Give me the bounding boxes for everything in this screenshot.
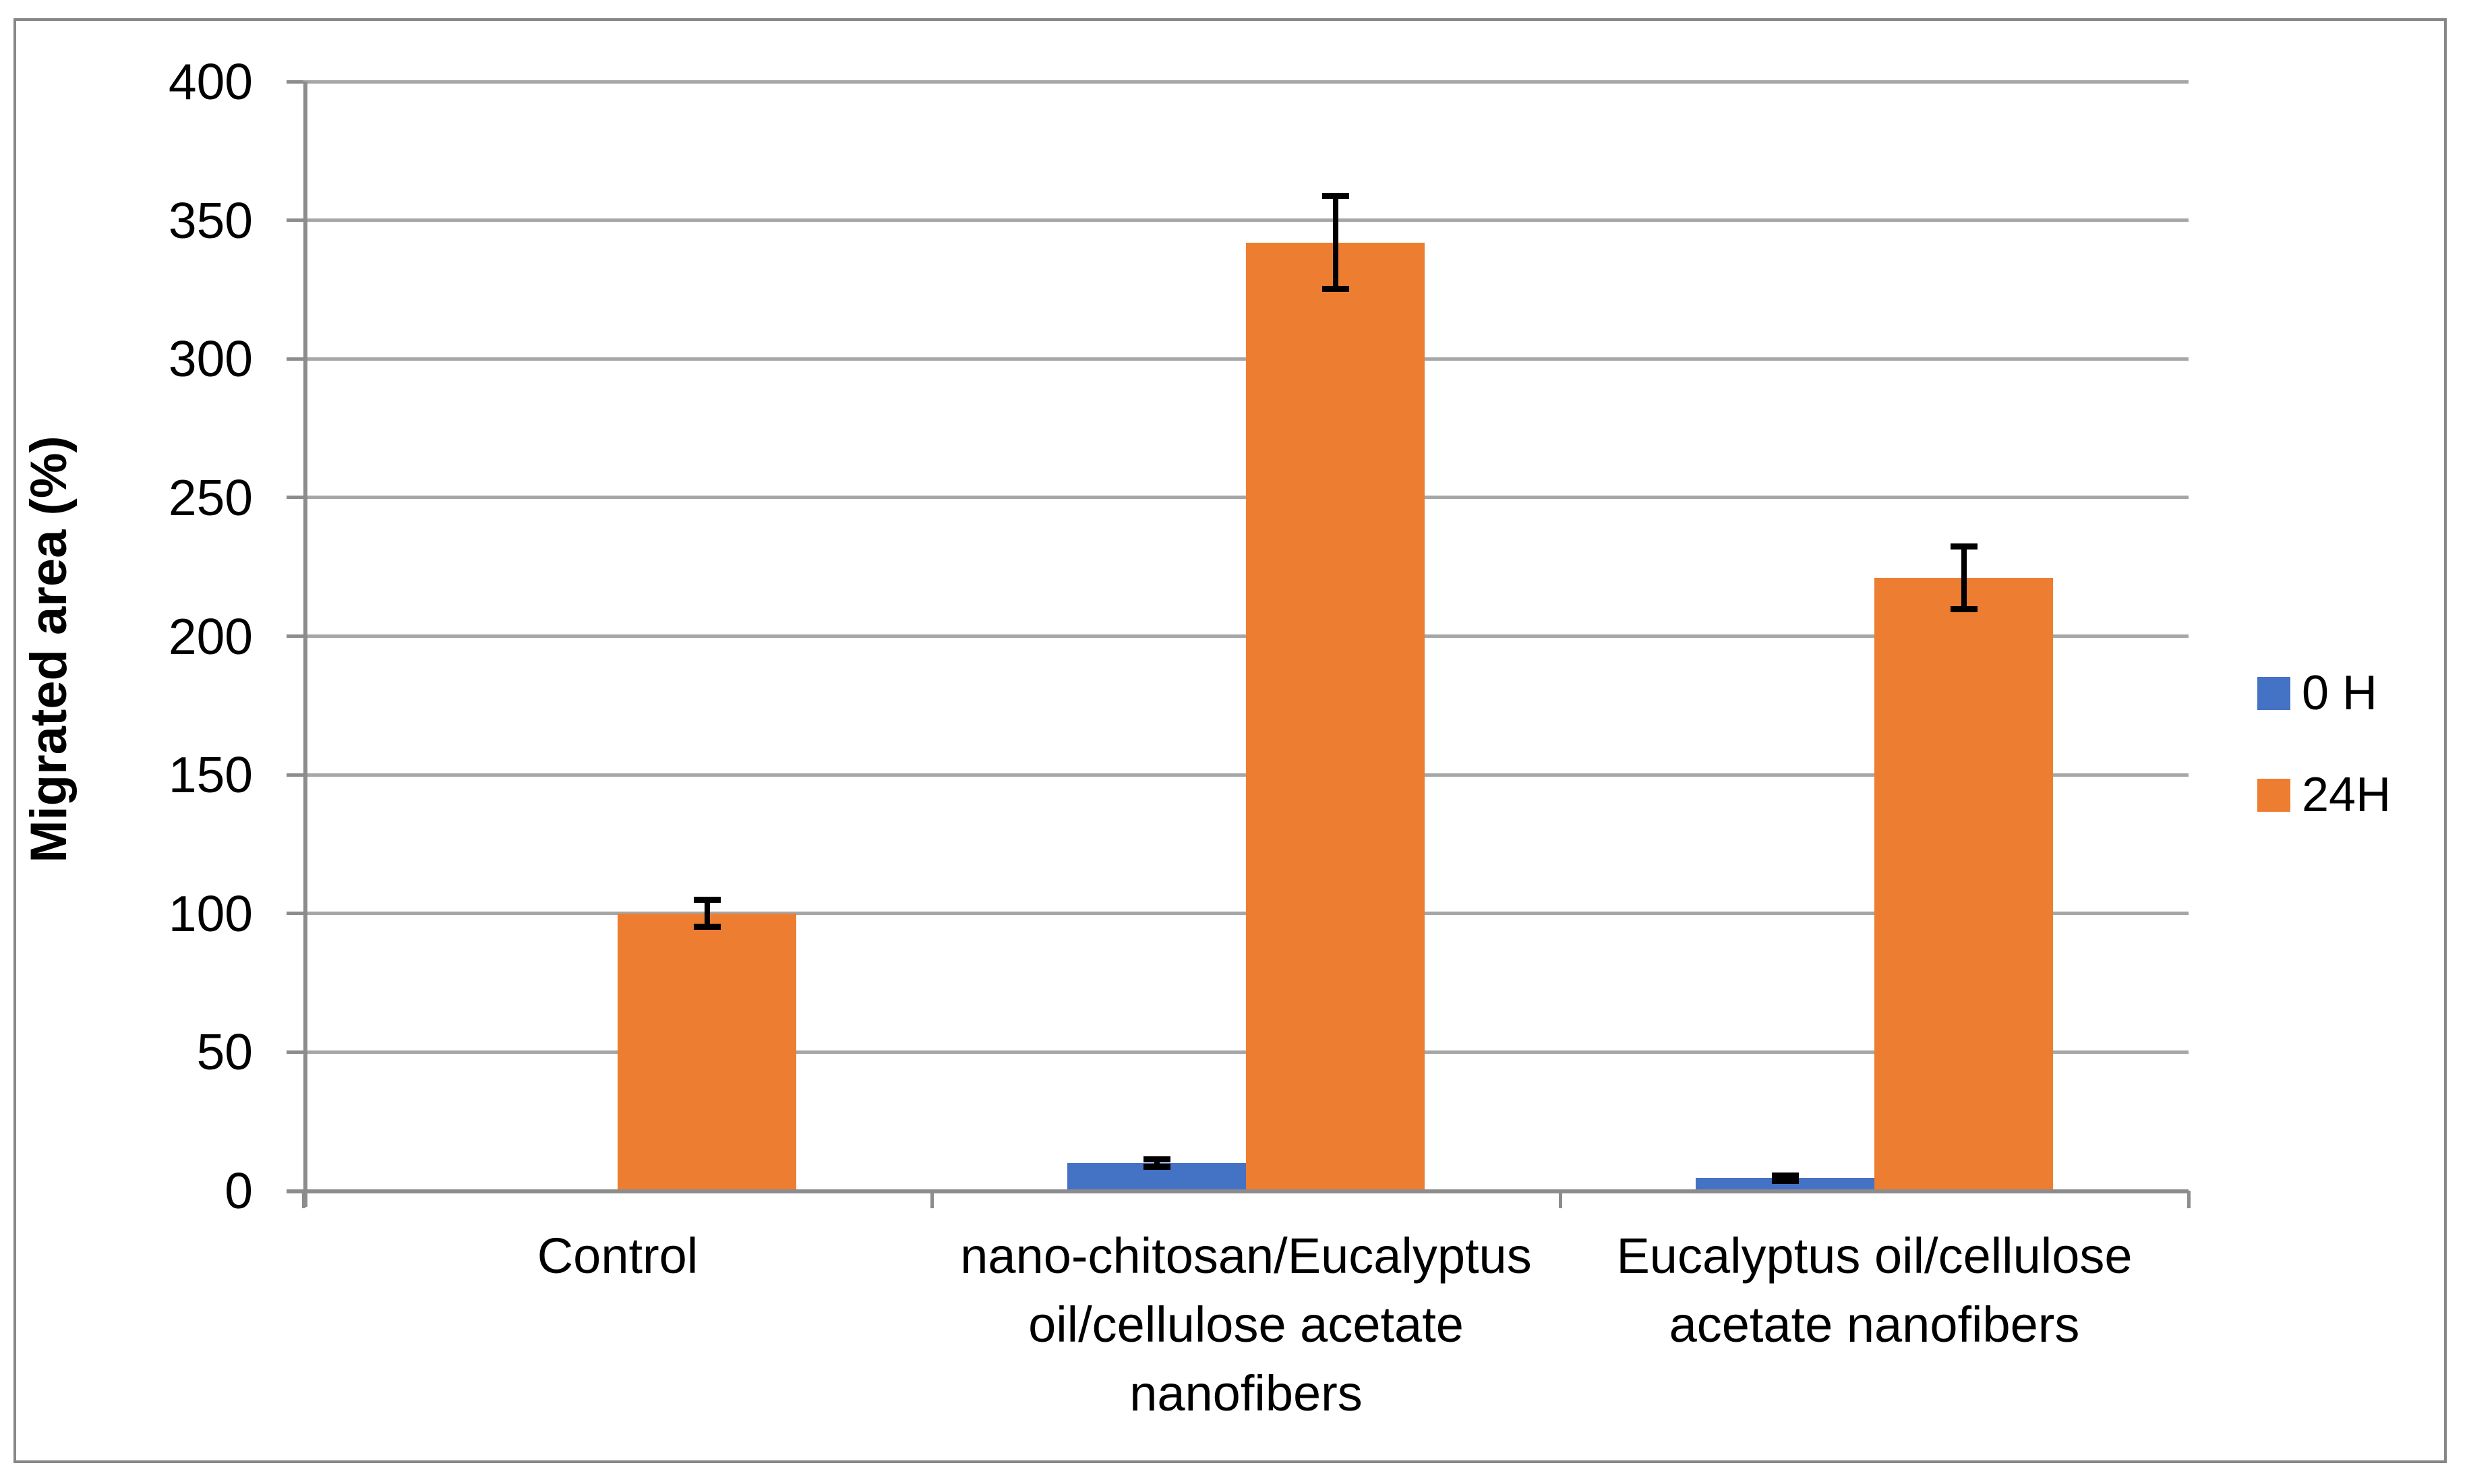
- y-axis-tick: [287, 773, 303, 777]
- error-bar: [1961, 545, 1967, 610]
- gridline-y-350: [303, 218, 2189, 222]
- y-axis-tick: [287, 1050, 303, 1054]
- chart-frame: [13, 18, 2447, 1463]
- y-axis-tick: [287, 357, 303, 361]
- error-bar-cap-top: [1950, 543, 1978, 550]
- legend-swatch-icon: [2257, 676, 2290, 710]
- y-axis-tick: [287, 912, 303, 916]
- x-axis-tick: [930, 1191, 934, 1208]
- bar-24h-cat1: [1246, 242, 1425, 1191]
- x-axis-line: [287, 1189, 2189, 1193]
- x-category-label-0: Control: [304, 1222, 931, 1290]
- x-category-label-line: Eucalyptus oil/cellulose: [1616, 1228, 2133, 1284]
- y-tick-label: 100: [168, 885, 253, 942]
- y-tick-label: 250: [168, 469, 253, 526]
- error-bar-cap-bottom: [1143, 1164, 1170, 1170]
- error-bar-cap-top: [1771, 1173, 1799, 1179]
- y-axis-tick: [287, 80, 303, 84]
- y-tick-label: 350: [168, 191, 253, 249]
- legend-label: 0 H: [2302, 666, 2378, 720]
- x-category-label-line: nanofibers: [1129, 1365, 1363, 1421]
- y-tick-label: 0: [225, 1162, 253, 1219]
- error-bar-cap-top: [1143, 1156, 1170, 1162]
- y-tick-label: 150: [168, 746, 253, 804]
- y-tick-label: 50: [196, 1023, 253, 1081]
- error-bar-cap-bottom: [693, 924, 721, 930]
- y-tick-label: 200: [168, 607, 253, 665]
- error-bar-cap-top: [693, 897, 721, 903]
- y-tick-label: 300: [168, 330, 253, 388]
- error-bar: [704, 899, 710, 928]
- x-category-label-line: nano-chitosan/Eucalyptus: [960, 1228, 1532, 1284]
- bar-24h-cat2: [1874, 578, 2053, 1191]
- x-category-label-line: oil/cellulose acetate: [1028, 1297, 1464, 1353]
- y-tick-label: 400: [168, 53, 253, 110]
- error-bar-cap-bottom: [1321, 286, 1349, 293]
- error-bar: [1154, 1158, 1160, 1168]
- legend: 0 H 24H: [2257, 666, 2391, 880]
- x-axis-tick: [2187, 1191, 2191, 1208]
- y-axis-tick: [287, 634, 303, 638]
- legend-swatch-icon: [2257, 778, 2290, 812]
- bar-24h-cat0: [618, 913, 796, 1191]
- gridline-y-400: [303, 80, 2189, 84]
- y-axis-title: Migrated area (%): [20, 436, 78, 863]
- bar-0h-cat2: [1696, 1178, 1874, 1191]
- x-category-label-line: Control: [537, 1228, 699, 1284]
- y-axis-tick: [287, 496, 303, 500]
- error-bar-cap-bottom: [1950, 606, 1978, 613]
- error-bar: [1332, 195, 1338, 290]
- y-axis-line: [303, 82, 307, 1207]
- error-bar-cap-bottom: [1771, 1177, 1799, 1184]
- x-axis-tick: [1558, 1191, 1562, 1208]
- x-category-label-line: acetate nanofibers: [1669, 1297, 2080, 1353]
- legend-label: 24H: [2302, 768, 2391, 822]
- x-category-label-1: nano-chitosan/Eucalyptus oil/cellulose ac…: [932, 1222, 1559, 1428]
- error-bar-cap-top: [1321, 192, 1349, 199]
- legend-item-0h: 0 H: [2257, 666, 2391, 720]
- x-category-label-2: Eucalyptus oil/cellulose acetate nanofibe…: [1561, 1222, 2188, 1359]
- legend-item-24h: 24H: [2257, 768, 2391, 822]
- x-axis-tick: [301, 1191, 305, 1208]
- y-axis-tick: [287, 218, 303, 222]
